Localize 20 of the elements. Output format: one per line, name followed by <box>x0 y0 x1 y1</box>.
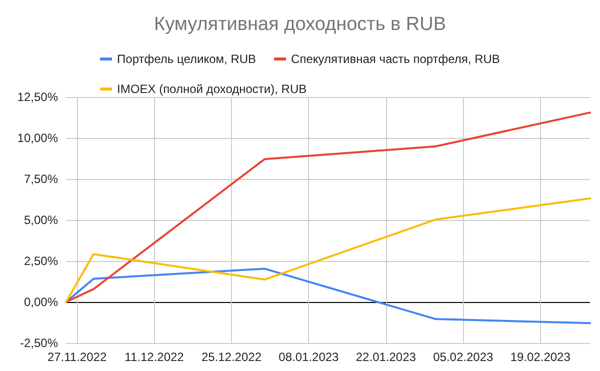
x-tick-label: 27.11.2022 <box>47 350 107 364</box>
y-tick-label: 0,00% <box>24 295 58 309</box>
y-tick-label: 7,50% <box>24 172 58 186</box>
x-tick-label: 11.12.2022 <box>124 350 184 364</box>
y-tick-label: 10,00% <box>17 131 58 145</box>
x-tick-label: 05.02.2023 <box>433 350 494 364</box>
x-tick-label: 08.01.2023 <box>278 350 340 364</box>
line-series <box>65 112 591 303</box>
y-tick-label: -2,50% <box>20 336 58 350</box>
line-series <box>65 197 591 303</box>
y-tick-label: 12,50% <box>17 90 58 104</box>
x-tick-label: 25.12.2022 <box>201 350 262 364</box>
legend-label: Портфель целиком, RUB <box>117 52 256 66</box>
y-tick-label: 2,50% <box>24 254 58 268</box>
legend-label: Спекулятивная часть портфеля, RUB <box>291 52 500 66</box>
y-tick-label: 5,00% <box>24 213 58 227</box>
x-tick-label: 19.02.2023 <box>510 350 571 364</box>
chart-title: Кумулятивная доходность в RUB <box>154 14 446 35</box>
legend-label: IMOEX (полной доходности), RUB <box>117 82 307 96</box>
x-tick-label: 22.01.2023 <box>356 350 416 364</box>
